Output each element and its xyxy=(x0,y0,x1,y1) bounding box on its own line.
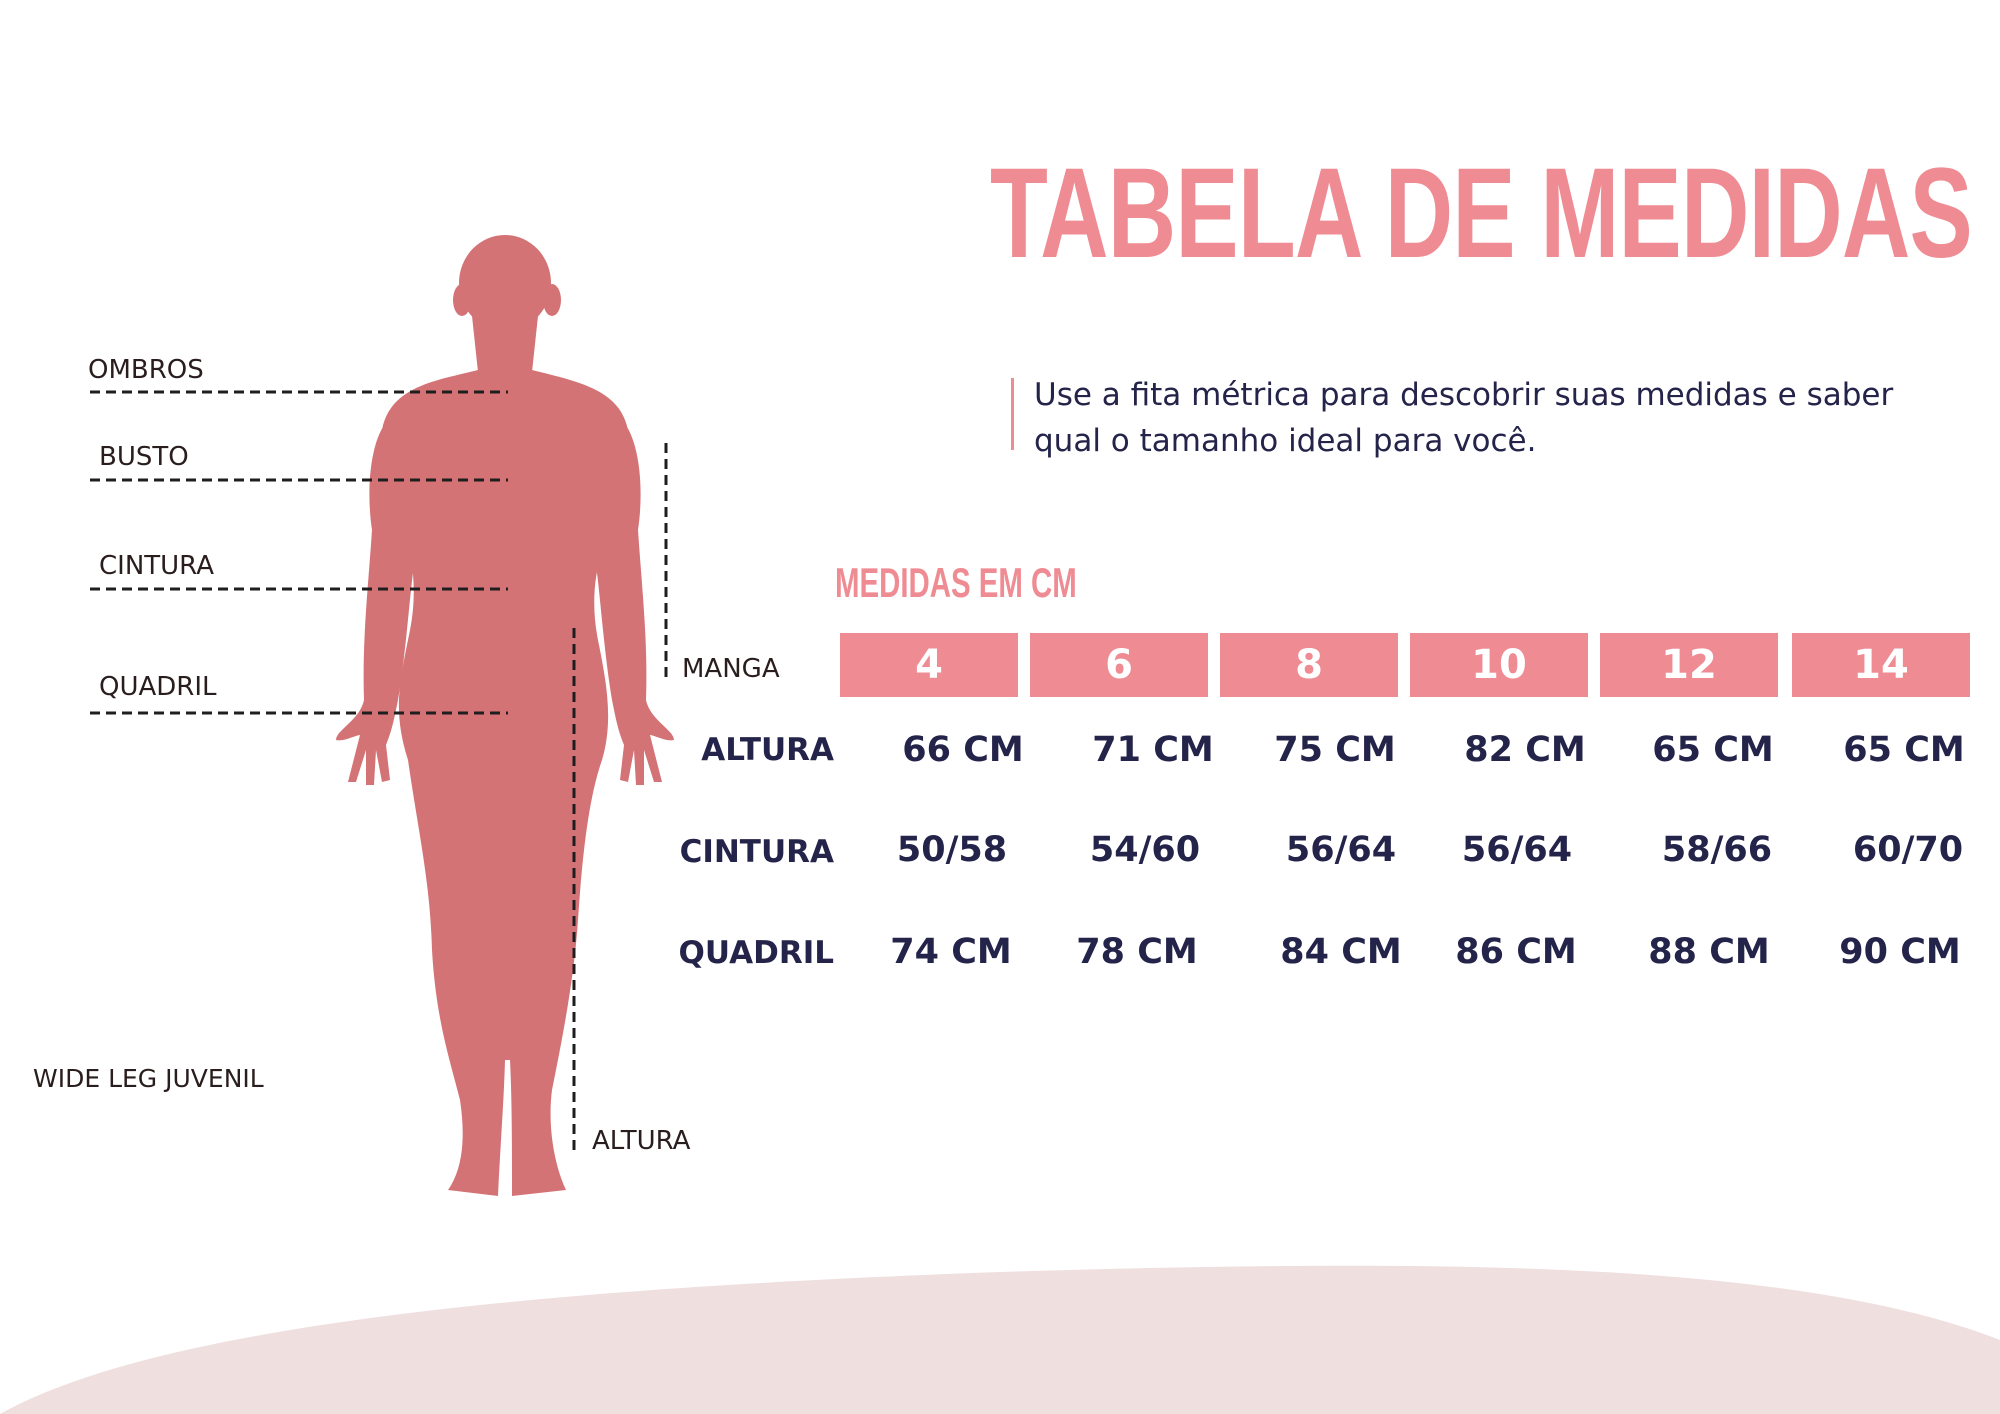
units-label: MEDIDAS EM CM xyxy=(835,559,1077,606)
intro-text: Use a fita métrica para descobrir suas m… xyxy=(1034,377,1894,459)
size-header-cell: 14 xyxy=(1792,633,1970,697)
size-header-cell: 10 xyxy=(1410,633,1588,697)
table-cell: 84 CM xyxy=(1280,932,1402,972)
table-cell: 86 CM xyxy=(1455,932,1577,972)
row-label-cintura: CINTURA xyxy=(679,834,834,870)
table-cell: 75 CM xyxy=(1274,730,1396,770)
row-label-altura: ALTURA xyxy=(701,732,834,768)
product-name: WIDE LEG JUVENIL xyxy=(33,1064,264,1093)
table-cell: 78 CM xyxy=(1076,932,1198,972)
table-cell: 65 CM xyxy=(1652,730,1774,770)
size-header-cell: 8 xyxy=(1220,633,1398,697)
manga-label: MANGA xyxy=(682,654,780,684)
quadril-label: QUADRIL xyxy=(99,672,217,702)
page-title: TABELA DE MEDIDAS xyxy=(990,142,1973,285)
table-cell: 66 CM xyxy=(902,730,1024,770)
table-cell: 71 CM xyxy=(1092,730,1214,770)
table-cell: 60/70 xyxy=(1852,830,1964,870)
size-header-cell: 6 xyxy=(1030,633,1208,697)
body-silhouette xyxy=(336,235,674,1196)
table-cell: 56/64 xyxy=(1285,830,1397,870)
cintura-label: CINTURA xyxy=(99,551,214,581)
table-cell: 50/58 xyxy=(896,830,1008,870)
table-cell: 58/66 xyxy=(1661,830,1773,870)
altura-figure-label: ALTURA xyxy=(592,1126,691,1156)
size-header-cell: 4 xyxy=(840,633,1018,697)
table-cell: 54/60 xyxy=(1089,830,1201,870)
intro-accent-bar xyxy=(1011,378,1014,450)
ombros-label: OMBROS xyxy=(88,355,204,385)
size-header-cell: 12 xyxy=(1600,633,1778,697)
busto-label: BUSTO xyxy=(99,442,189,472)
table-cell: 74 CM xyxy=(890,932,1012,972)
table-cell: 88 CM xyxy=(1648,932,1770,972)
table-cell: 90 CM xyxy=(1839,932,1961,972)
row-label-quadril: QUADRIL xyxy=(678,935,834,971)
table-cell: 82 CM xyxy=(1464,730,1586,770)
table-cell: 65 CM xyxy=(1843,730,1965,770)
table-cell: 56/64 xyxy=(1461,830,1573,870)
measurement-guides xyxy=(90,390,668,1152)
